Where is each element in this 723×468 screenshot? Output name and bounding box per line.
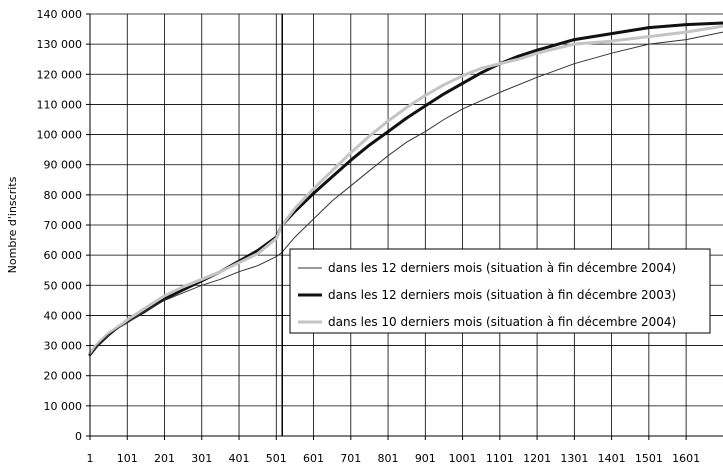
series-line-1 <box>89 31 723 357</box>
y-tick-label: 110 000 <box>37 98 83 111</box>
legend-label-1: dans les 12 derniers mois (situation à f… <box>328 261 676 275</box>
legend-label-2: dans les 12 derniers mois (situation à f… <box>328 288 676 302</box>
x-tick-label: 601 <box>303 452 324 465</box>
x-tick-label: 101 <box>117 452 138 465</box>
y-tick-label: 40 000 <box>44 309 83 322</box>
x-axis-ticks: 1 101 201 301 401 501 601 701 801 901 1001 1101 1201… <box>87 436 700 465</box>
x-tick-label: 1101 <box>486 452 514 465</box>
x-tick-label: 1001 <box>449 452 477 465</box>
x-tick-label: 501 <box>266 452 287 465</box>
legend: dans les 12 derniers mois (situation à f… <box>289 248 711 334</box>
y-tick-label: 90 000 <box>44 159 83 172</box>
y-axis-ticks: 0 10 000 20 000 30 000 40 000 50 000 60 000 70 … <box>37 8 90 443</box>
y-tick-label: 130 000 <box>37 38 83 51</box>
y-tick-label: 100 000 <box>37 129 83 142</box>
y-tick-label: 70 000 <box>44 219 83 232</box>
y-tick-label: 30 000 <box>44 340 83 353</box>
legend-label-3: dans les 10 derniers mois (situation à f… <box>328 315 676 329</box>
y-tick-label: 20 000 <box>44 370 83 383</box>
gridlines <box>89 13 723 437</box>
x-tick-label: 1601 <box>672 452 700 465</box>
x-tick-label: 701 <box>340 452 361 465</box>
y-tick-label: 10 000 <box>44 400 83 413</box>
x-tick-label: 901 <box>415 452 436 465</box>
x-tick-label: 1501 <box>635 452 663 465</box>
y-tick-label: 0 <box>75 430 82 443</box>
series-line-3 <box>88 24 723 355</box>
x-tick-label: 1301 <box>560 452 588 465</box>
legend-box <box>289 248 711 334</box>
y-tick-label: 60 000 <box>44 249 83 262</box>
y-tick-label: 80 000 <box>44 189 83 202</box>
y-axis-label: Nombre d'inscrits <box>6 176 19 273</box>
y-tick-label: 50 000 <box>44 279 83 292</box>
y-tick-label: 140 000 <box>37 8 83 21</box>
series-lines <box>88 21 723 357</box>
y-tick-label: 120 000 <box>37 68 83 81</box>
x-tick-label: 201 <box>154 452 175 465</box>
x-tick-label: 801 <box>378 452 399 465</box>
x-tick-label: 1201 <box>523 452 551 465</box>
x-tick-label: 301 <box>191 452 212 465</box>
x-tick-label: 1 <box>87 452 94 465</box>
x-tick-label: 401 <box>229 452 250 465</box>
x-tick-label: 1401 <box>598 452 626 465</box>
